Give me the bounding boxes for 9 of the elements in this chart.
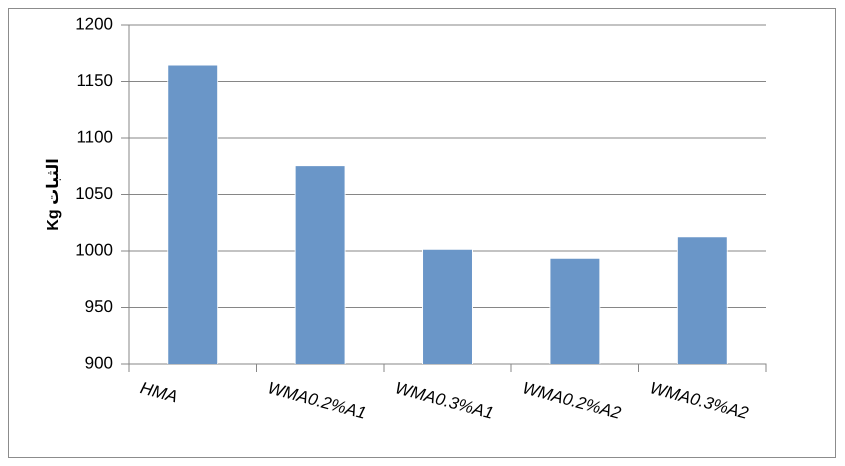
y-axis-title: Kg الثبات <box>45 158 62 231</box>
x-tick-label: HMA <box>138 378 180 406</box>
y-tick-label: 900 <box>84 354 114 373</box>
y-tick-label: 1000 <box>75 240 114 260</box>
y-tick-label: 950 <box>84 297 114 316</box>
y-tick-label: 1150 <box>76 71 114 90</box>
y-tick-label: 1100 <box>76 128 114 147</box>
y-tick-label: 1050 <box>75 184 114 204</box>
y-tick-label: 1200 <box>75 14 114 34</box>
